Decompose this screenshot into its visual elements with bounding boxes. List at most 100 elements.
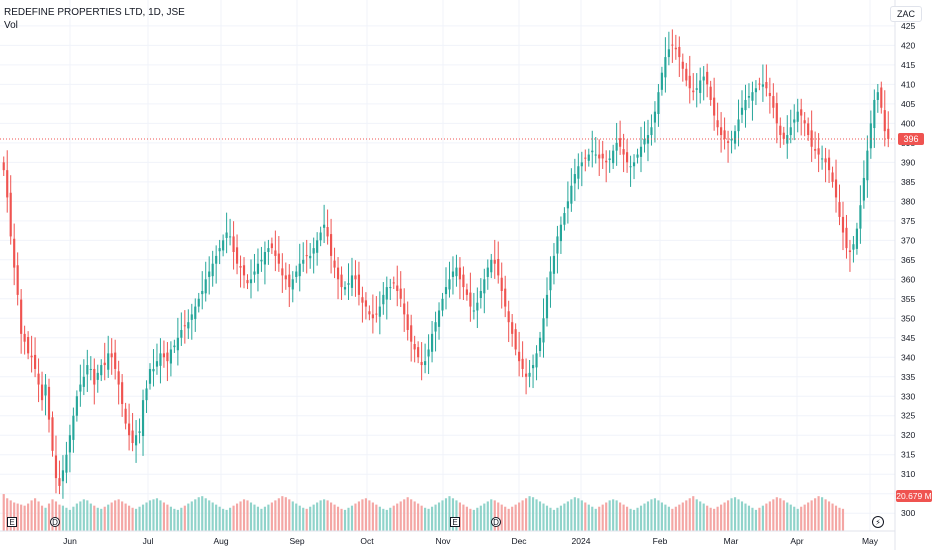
volume-bar <box>779 498 782 531</box>
volume-bar <box>215 504 218 531</box>
candle-body <box>504 288 507 307</box>
candle-body <box>834 179 838 198</box>
candle-body <box>270 243 273 249</box>
volume-bar <box>368 500 371 531</box>
candle-body <box>657 92 660 115</box>
candle-body <box>469 292 472 307</box>
candle-body <box>601 153 604 159</box>
volume-bar <box>493 500 496 531</box>
volume-bar <box>406 497 409 531</box>
volume-bar <box>54 501 58 531</box>
volume-bar <box>58 504 61 531</box>
volume-bar <box>176 509 179 531</box>
volume-bars <box>2 494 845 531</box>
volume-bar <box>79 501 82 531</box>
y-tick-label: 360 <box>901 274 915 284</box>
candle-body <box>128 423 131 436</box>
volume-bar <box>538 501 542 531</box>
candle-body <box>448 279 451 290</box>
candle-body <box>37 373 40 385</box>
volume-bar <box>312 504 315 531</box>
dividend-marker[interactable]: D <box>50 517 60 527</box>
candle-body <box>336 267 340 280</box>
volume-bar <box>577 498 580 531</box>
candle-body <box>587 154 590 161</box>
candle-body <box>667 49 670 58</box>
volume-bar <box>584 502 587 531</box>
volume-bar <box>424 507 427 531</box>
candle-body <box>685 68 688 81</box>
volume-bar <box>201 496 204 531</box>
volume-bar <box>284 497 287 531</box>
candle-body <box>862 177 865 201</box>
candle-body <box>239 266 242 268</box>
volume-bar <box>51 499 54 531</box>
volume-bar <box>68 509 71 531</box>
candle-body <box>197 298 200 307</box>
candle-body <box>368 311 371 315</box>
volume-bar <box>141 504 145 531</box>
y-tick-label: 425 <box>901 21 915 31</box>
volume-bar <box>343 509 347 531</box>
volume-bar <box>807 502 810 531</box>
volume-bar <box>44 507 47 531</box>
volume-bar <box>479 505 482 531</box>
dividend-marker[interactable]: D <box>491 517 501 527</box>
candle-body <box>531 365 535 369</box>
candle-body <box>403 303 406 315</box>
volume-bar <box>180 507 183 531</box>
candle-body <box>465 289 468 295</box>
candle-body <box>476 302 479 311</box>
volume-bar <box>699 501 702 531</box>
candle-body <box>709 86 712 100</box>
volume-bar <box>131 507 134 531</box>
x-tick-label: May <box>862 536 879 546</box>
volume-bar <box>430 506 434 531</box>
bolt-icon[interactable]: ⚡ <box>872 516 884 528</box>
volume-bar <box>382 508 385 531</box>
candle-body <box>361 297 364 303</box>
candle-body <box>549 271 552 291</box>
volume-bar <box>371 502 374 531</box>
volume-bar <box>305 508 308 531</box>
volume-bar <box>336 506 340 531</box>
x-tick-label: Aug <box>213 536 228 546</box>
volume-bar <box>190 501 193 531</box>
last-volume-tag: 20.679 M <box>896 490 932 502</box>
volume-bar <box>249 502 253 531</box>
volume-bar <box>162 502 166 531</box>
volume-bar <box>507 508 510 531</box>
y-tick-label: 420 <box>901 40 915 50</box>
volume-bar <box>121 501 124 531</box>
candle-body <box>716 120 719 128</box>
volume-bar <box>458 502 462 531</box>
volume-bar <box>107 504 110 531</box>
candle-body <box>713 97 716 116</box>
candle-body <box>768 92 771 97</box>
volume-bar <box>657 500 660 531</box>
volume-bar <box>448 496 451 531</box>
currency-button[interactable]: ZAC <box>890 6 922 22</box>
candle-body <box>887 128 890 139</box>
candle-body <box>831 172 834 182</box>
candle-body <box>803 120 806 124</box>
candle-body <box>664 57 667 78</box>
volume-bar <box>20 504 23 531</box>
candle-body <box>814 149 817 151</box>
candle-body <box>274 250 277 256</box>
candle-body <box>525 373 528 377</box>
earnings-marker[interactable]: E <box>7 517 17 527</box>
y-tick-label: 310 <box>901 469 915 479</box>
volume-bar <box>145 502 148 531</box>
earnings-marker[interactable]: E <box>450 517 460 527</box>
volume-bar <box>222 508 225 531</box>
volume-bar <box>782 500 785 531</box>
candle-body <box>726 141 730 143</box>
candle-body <box>528 372 531 377</box>
candle-body <box>350 275 354 288</box>
candle-body <box>194 306 197 320</box>
candle-body <box>291 279 294 290</box>
volume-bar <box>514 504 517 531</box>
volume-bar <box>643 503 646 531</box>
